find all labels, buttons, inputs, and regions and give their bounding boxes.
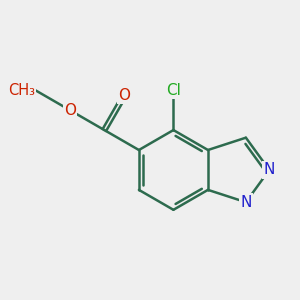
Text: O: O — [64, 103, 76, 118]
Text: CH₃: CH₃ — [8, 83, 35, 98]
Text: O: O — [118, 88, 130, 103]
Text: Cl: Cl — [166, 83, 181, 98]
Text: N: N — [240, 195, 252, 210]
Text: N: N — [264, 162, 275, 177]
